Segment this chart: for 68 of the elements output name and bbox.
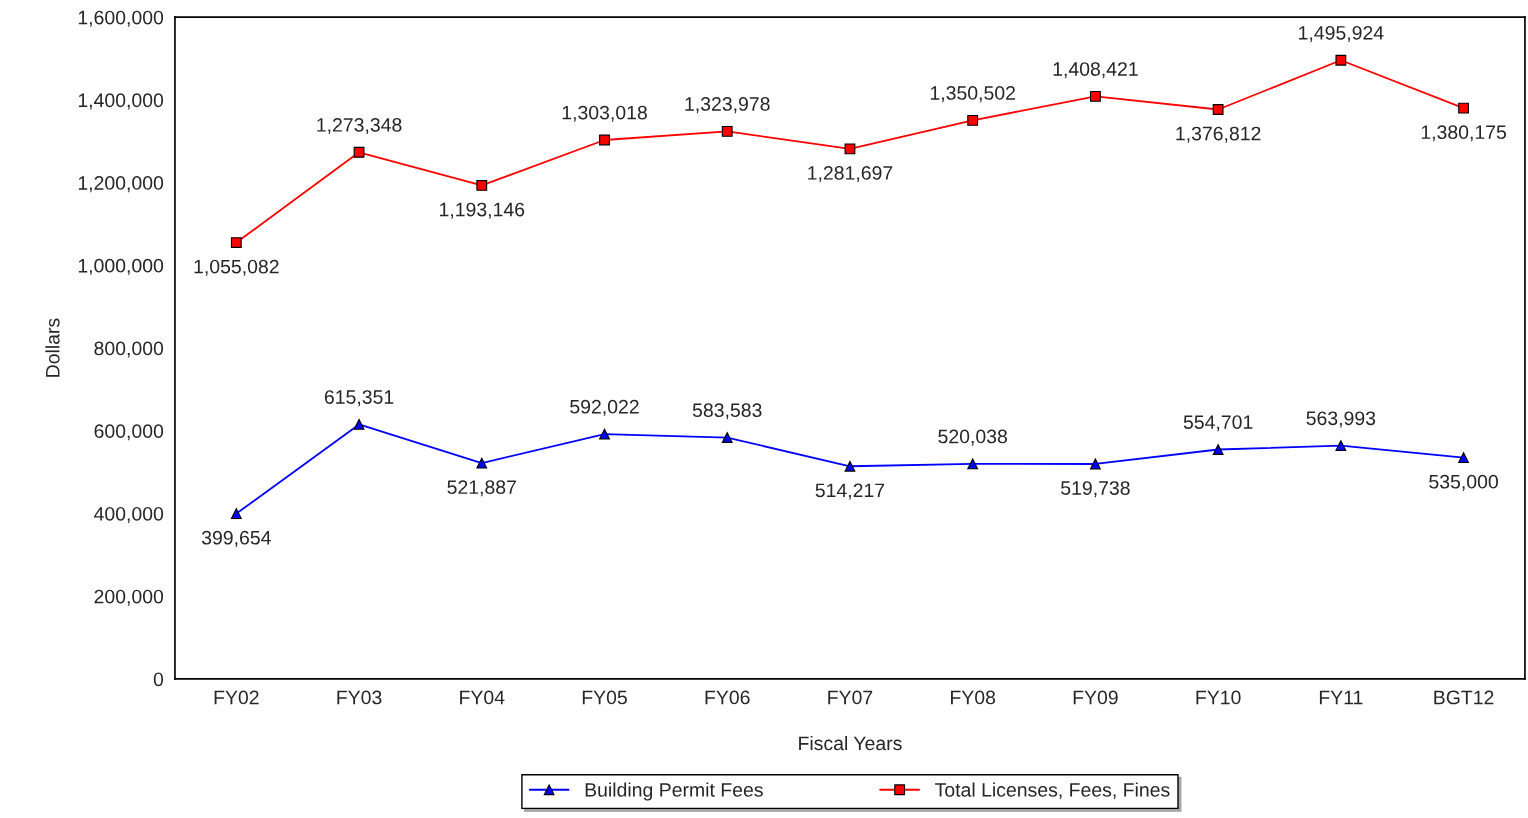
point [1089,90,1101,102]
point [721,125,733,137]
y-tick-label: 1,600,000 [78,10,164,27]
point [1335,440,1347,452]
point [844,143,856,155]
data-label: 519,738 [1061,481,1130,498]
x-tick-label: FY09 [1073,690,1118,705]
point [1212,104,1224,115]
y-tick-label: 0 [153,672,164,687]
x-tick-label: BGT12 [1434,690,1494,705]
point [230,508,242,520]
y-tick-label: 1,400,000 [78,93,164,110]
x-tick-label: FY05 [582,690,627,705]
point [353,146,365,158]
x-axis-title: Fiscal Years [799,735,902,751]
data-label: 592,022 [570,399,639,416]
data-label: 563,993 [1306,411,1376,428]
data-label: 1,281,697 [808,166,893,183]
point [967,458,979,470]
data-label: 521,887 [447,480,516,497]
point [1458,452,1469,464]
point [230,237,242,248]
data-label: 1,376,812 [1176,126,1261,143]
y-tick-label: 600,000 [94,424,164,441]
data-label: 514,217 [815,483,885,500]
data-label: 1,055,082 [194,259,279,276]
data-label: 615,351 [324,390,394,407]
point [967,114,979,126]
x-tick-label: FY08 [951,690,996,705]
y-tick-label: 1,200,000 [78,176,164,193]
legend-label: Building Permit Fees [585,782,763,801]
point [1212,444,1224,455]
y-tick-label: 400,000 [94,506,164,524]
legend-label: Total Licenses, Fees, Fines [935,782,1170,800]
data-label: 535,000 [1429,474,1498,491]
data-label: 1,303,018 [562,105,647,122]
point [476,457,488,469]
point [721,432,733,443]
point [1089,458,1101,470]
x-tick-label: FY04 [460,690,505,705]
data-label: 1,323,978 [685,97,770,114]
data-label: 1,380,175 [1421,125,1507,142]
point [599,428,610,440]
data-label: 399,654 [201,530,271,547]
point [476,180,488,191]
y-tick-label: 800,000 [94,341,164,358]
data-label: 583,583 [692,403,762,420]
x-tick-label: FY07 [828,690,873,705]
data-label: 1,350,502 [930,86,1015,103]
point [353,419,365,430]
x-tick-label: FY10 [1196,690,1241,705]
x-tick-label: FY03 [337,690,382,705]
point [1458,102,1469,114]
data-label: 554,701 [1183,415,1253,432]
data-label: 1,273,348 [317,118,402,135]
data-label: 1,193,146 [440,202,525,219]
data-label: 520,038 [938,429,1007,446]
y-tick-label: 1,000,000 [78,258,164,275]
x-tick-label: FY02 [214,690,259,705]
y-axis-title: Dollars [45,318,60,377]
x-tick-label: FY11 [1319,690,1363,705]
data-label: 1,495,924 [1299,25,1384,43]
y-tick-label: 200,000 [94,589,164,606]
point [1335,54,1347,66]
data-label: 1,408,421 [1053,62,1138,79]
point [599,134,610,146]
x-tick-label: FY06 [705,690,750,705]
point [844,460,856,472]
